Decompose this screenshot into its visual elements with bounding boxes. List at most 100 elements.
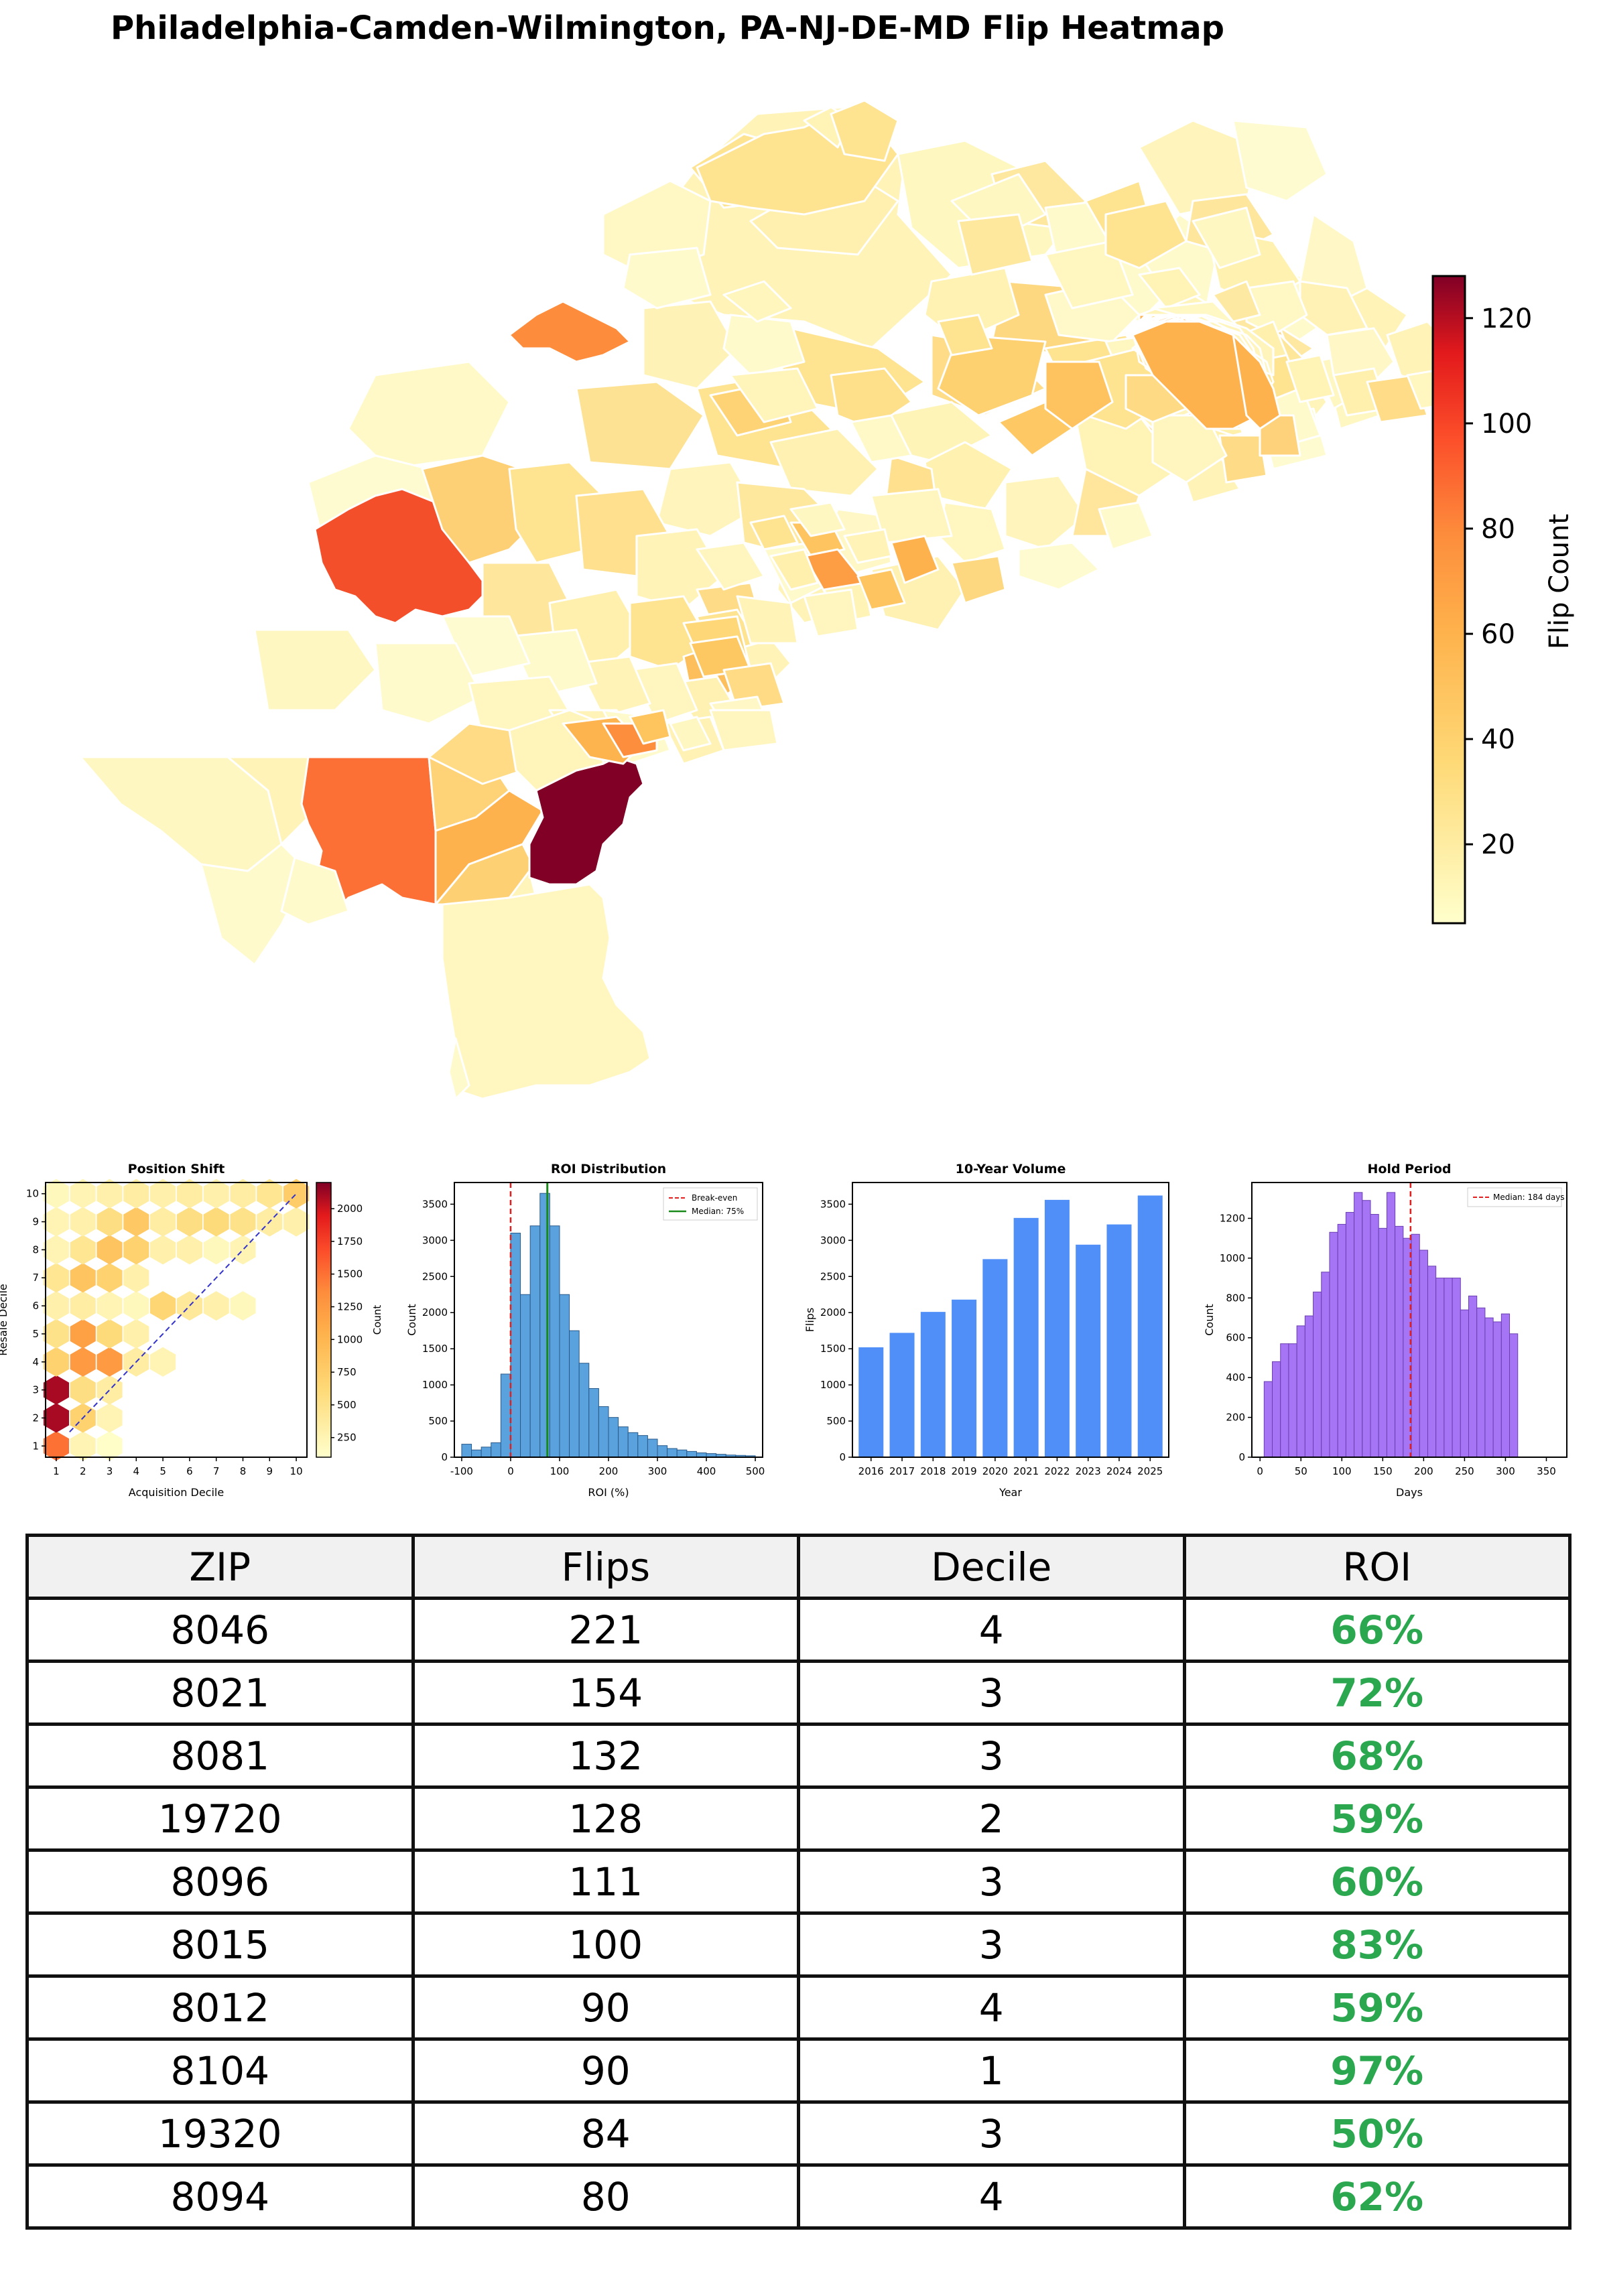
hexbin-cell [70,1347,96,1377]
table-row: 8096 111 3 60% [25,1848,1572,1915]
x-tick-label: 200 [1414,1465,1433,1477]
colorbar-tick-label: 80 [1481,514,1515,545]
colorbar: 20 40 60 80 100 120 Flip Count [1431,275,1575,925]
cell-zip: 8046 [25,1597,415,1663]
table-row: 8012 90 4 59% [25,1974,1572,2041]
y-tick-label: 2 [32,1412,39,1424]
histogram-bar [1337,1223,1346,1458]
map-region-center-31 [709,709,779,752]
cell-roi: 59% [1182,1974,1572,2041]
x-tick-label: 300 [1496,1465,1515,1477]
histogram-bar [1411,1233,1420,1458]
x-tick-label: 2016 [858,1465,884,1477]
hexbin-cell [150,1347,176,1377]
histogram-bar [520,1294,531,1458]
x-tick-label: 5 [159,1465,166,1477]
cell-zip: 8096 [25,1848,415,1915]
x-tick-label: 7 [213,1465,220,1477]
hexbin-cell [97,1347,123,1377]
map-region [769,427,879,497]
cell-roi: 97% [1182,2037,1572,2104]
cell-roi: 83% [1182,1911,1572,1978]
map-region [575,381,705,470]
colorbar-tick-label: 1250 [337,1300,363,1312]
hexbin-cell [70,1319,96,1349]
legend-label: Median: 184 days [1493,1193,1565,1202]
cell-flips: 111 [411,1848,800,1915]
histogram-bar [1395,1225,1404,1458]
hexbin-cell [97,1263,123,1293]
hexbin-cell [283,1178,310,1209]
hold-histogram-bars [1263,1192,1519,1458]
x-tick-label: 2019 [951,1465,976,1477]
colorbar-tick-label: 500 [337,1399,357,1411]
plot-frame [1251,1182,1567,1458]
cell-roi: 59% [1182,1785,1572,1852]
hexbin-cell [70,1375,96,1405]
colorbar-label: Count [371,1305,383,1335]
histogram-bar [1435,1278,1445,1458]
histogram-bar [637,1435,648,1458]
map-region [655,461,759,537]
hexbin-cell [43,1263,69,1293]
table-row: 8081 132 3 68% [25,1723,1572,1789]
hexbin-cell [123,1291,149,1321]
histogram-bar [1509,1333,1519,1458]
hexbin-cell [97,1235,123,1265]
hexbin-cell [43,1431,69,1461]
cell-decile: 3 [797,1723,1186,1789]
cell-flips: 80 [411,2163,800,2230]
colorbar-tick-label: 100 [1481,409,1532,440]
map-region [1004,474,1087,551]
cell-decile: 3 [797,1848,1186,1915]
y-tick-label: 3500 [820,1198,846,1210]
cell-flips: 100 [411,1911,800,1978]
cell-decile: 4 [797,1597,1186,1663]
histogram-bar [1329,1231,1338,1458]
x-tick-label: 10 [290,1465,303,1477]
hexbin-cell [97,1291,123,1321]
cell-zip: 8094 [25,2163,415,2230]
y-tick-label: 0 [839,1451,846,1463]
histogram-bar [647,1438,658,1458]
map-region [722,280,792,323]
x-axis-label: Days [1396,1486,1423,1499]
hexbin-cell [150,1178,176,1209]
colorbar-tick-label: 1500 [337,1268,363,1280]
x-tick-label: 2017 [889,1465,915,1477]
map-region-east-orange [890,535,940,584]
x-tick-label: 400 [697,1465,716,1477]
map-region [642,300,739,390]
histogram-bar [569,1330,580,1458]
cell-flips: 128 [411,1785,800,1852]
x-axis-label: ROI (%) [588,1486,629,1499]
y-tick-label: 1000 [1220,1252,1245,1264]
map-region-nw-2 [622,247,712,310]
map-region-east-6 [789,501,846,537]
histogram-bar [588,1388,599,1458]
histogram-bar [608,1417,619,1458]
map-region-east-3 [736,595,799,645]
colorbar-label: Flip Count [1544,514,1575,649]
hexbin-cell [70,1431,96,1461]
plot-frame [852,1182,1169,1458]
histogram-bar [1386,1192,1396,1458]
map-region [1104,200,1188,269]
map-region [1044,240,1134,310]
y-tick-label: 1000 [820,1379,846,1391]
y-tick-label: 0 [441,1451,448,1463]
legend-box [1467,1187,1562,1207]
histogram-bar [491,1442,501,1458]
cell-zip: 8081 [25,1723,415,1789]
x-tick-label: 50 [1295,1465,1307,1477]
hexbin-cell [123,1178,149,1209]
histogram-bar [1321,1272,1330,1458]
x-tick-label: 2022 [1044,1465,1070,1477]
map-region-orange-nw [508,300,631,363]
map-region-far-east-cap [1232,334,1281,430]
x-tick-label: 2021 [1013,1465,1039,1477]
chart-title: ROI Distribution [551,1162,666,1176]
y-tick-label: 3500 [422,1198,448,1210]
x-tick-label: 2018 [920,1465,946,1477]
